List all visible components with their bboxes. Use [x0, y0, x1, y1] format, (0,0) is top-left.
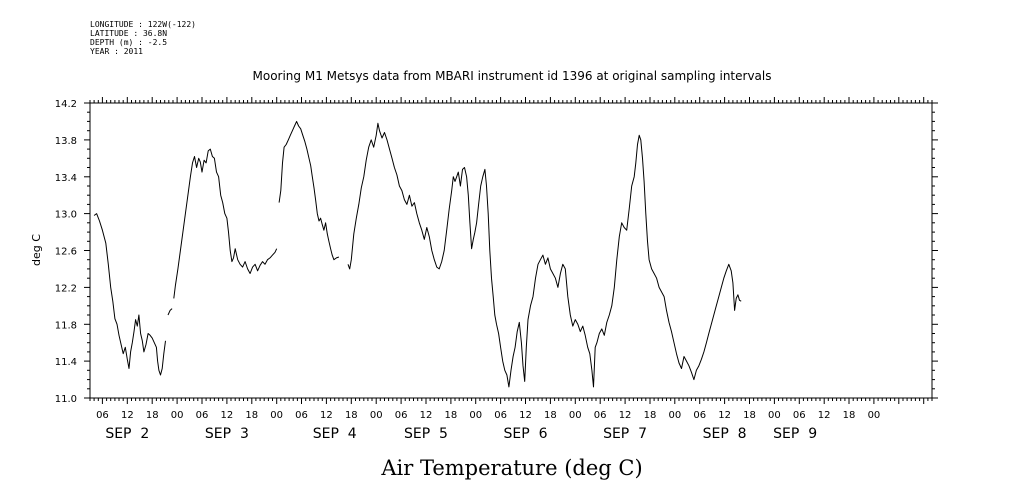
x-date-label: SEP 2	[105, 426, 149, 442]
x-tick-label: 06	[96, 410, 109, 421]
x-tick-label: 18	[245, 410, 258, 421]
x-tick-label: 00	[370, 410, 383, 421]
x-date-label: SEP 7	[603, 426, 647, 442]
plot-frame	[89, 102, 933, 399]
y-tick-label: 11.8	[55, 320, 77, 331]
x-tick-label: 00	[668, 410, 681, 421]
x-tick-label: 12	[221, 410, 234, 421]
x-tick-label: 18	[743, 410, 756, 421]
y-tick-label: 13.0	[55, 210, 77, 221]
x-tick-label: 00	[868, 410, 881, 421]
y-tick-label: 11.4	[55, 357, 77, 368]
minor-ticks	[84, 97, 938, 404]
series-group	[93, 120, 742, 388]
x-tick-label: 18	[444, 410, 457, 421]
metadata-block: LONGITUDE : 122W(-122) LATITUDE : 36.8N …	[90, 20, 196, 56]
x-tick-label: 12	[121, 410, 134, 421]
x-axis: 06 12 18 00 06 12 18 00 06 12 18 00 06 12 18 00 06 12 18 00…	[96, 410, 880, 442]
x-tick-label: 00	[768, 410, 781, 421]
y-tick-label: 13.4	[55, 173, 77, 184]
x-tick-label: 12	[320, 410, 333, 421]
x-tick-label: 06	[494, 410, 507, 421]
x-date-label: SEP 3	[205, 426, 249, 442]
series-line-segment	[173, 148, 278, 299]
x-date-label: SEP 6	[504, 426, 548, 442]
series-line-segment	[278, 120, 340, 261]
x-tick-label: 18	[544, 410, 557, 421]
y-tick-label: 12.2	[55, 283, 77, 294]
series-line-segment	[167, 308, 173, 316]
y-axis-label: deg C	[30, 234, 43, 266]
x-tick-label: 12	[818, 410, 831, 421]
series-line-segment	[347, 122, 742, 388]
x-tick-label: 18	[644, 410, 657, 421]
y-tick-label: 14.2	[55, 99, 77, 110]
x-date-label: SEP 9	[773, 426, 817, 442]
x-tick-label: 12	[718, 410, 731, 421]
x-date-label: SEP 5	[404, 426, 448, 442]
x-tick-label: 06	[295, 410, 308, 421]
x-tick-label: 12	[519, 410, 532, 421]
x-tick-label: 06	[594, 410, 607, 421]
y-tick-label: 13.8	[55, 136, 77, 147]
x-tick-label: 12	[420, 410, 433, 421]
y-tick-label: 11.0	[55, 394, 77, 405]
depth-label: DEPTH (m) : -2.5	[90, 38, 168, 47]
x-tick-label: 06	[395, 410, 408, 421]
x-axis-label: Air Temperature (deg C)	[380, 456, 642, 480]
series-line-segment	[93, 213, 166, 376]
x-tick-label: 18	[843, 410, 856, 421]
x-tick-label: 00	[171, 410, 184, 421]
longitude-label: LONGITUDE : 122W(-122)	[90, 20, 196, 29]
x-tick-label: 00	[469, 410, 482, 421]
y-axis: 11.0 11.4 11.8 12.2 12.6 13.0 13.4 13.8 14.2	[55, 99, 77, 405]
year-label: YEAR : 2011	[90, 47, 143, 56]
x-tick-label: 12	[619, 410, 632, 421]
x-tick-label: 06	[196, 410, 209, 421]
chart-title: Mooring M1 Metsys data from MBARI instru…	[253, 69, 772, 83]
x-date-label: SEP 4	[313, 426, 357, 442]
x-tick-label: 18	[345, 410, 358, 421]
x-date-label: SEP 8	[703, 426, 747, 442]
y-tick-label: 12.6	[55, 247, 77, 258]
x-tick-label: 00	[270, 410, 283, 421]
x-tick-label: 00	[569, 410, 582, 421]
x-tick-label: 06	[793, 410, 806, 421]
x-tick-label: 18	[146, 410, 159, 421]
x-tick-label: 06	[693, 410, 706, 421]
latitude-label: LATITUDE : 36.8N	[90, 29, 168, 38]
